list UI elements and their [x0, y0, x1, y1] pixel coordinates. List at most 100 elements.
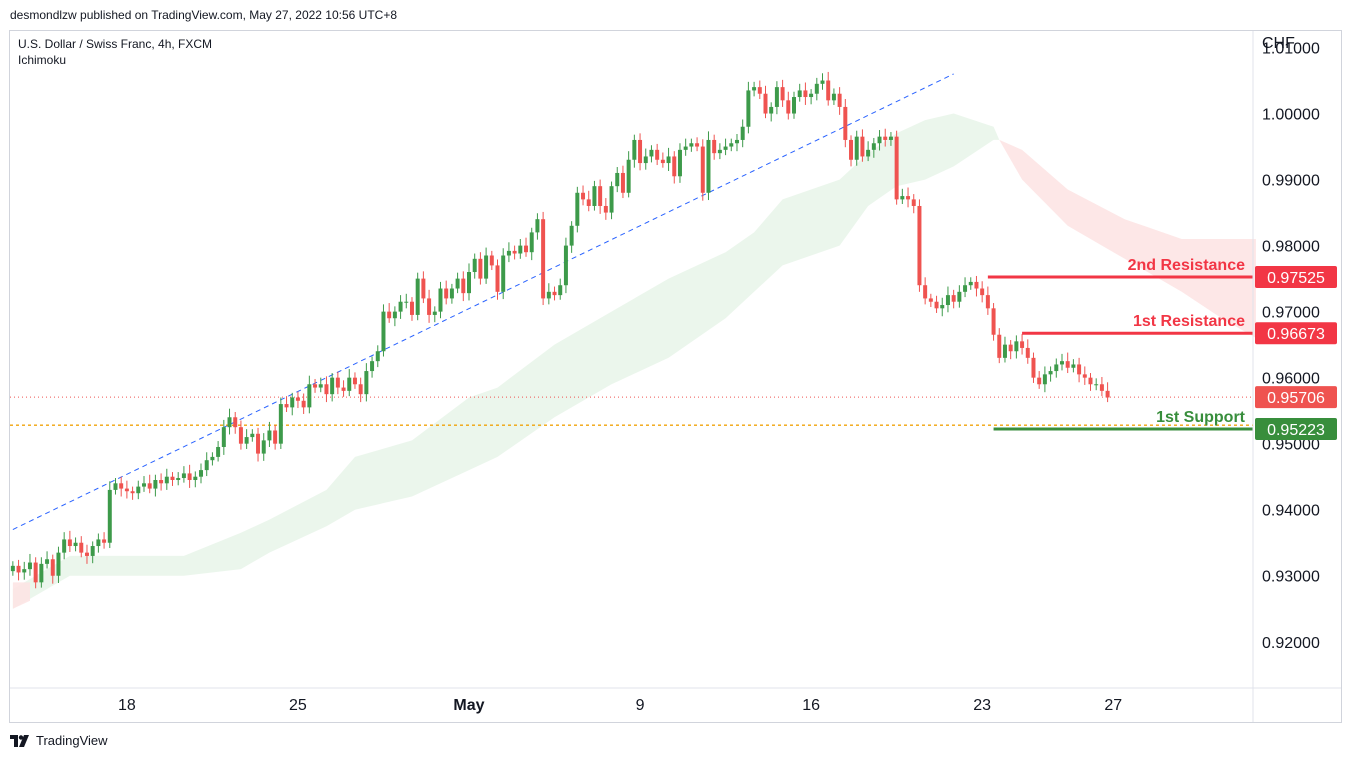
candle-body — [552, 291, 557, 296]
candle-body — [398, 301, 403, 312]
candle-body — [717, 149, 722, 154]
candle-body — [404, 301, 409, 303]
trendline-group — [12, 73, 954, 530]
candle-body — [849, 139, 854, 160]
candle-body — [39, 563, 44, 583]
candle-body — [1037, 377, 1042, 385]
symbol-legend: U.S. Dollar / Swiss Franc, 4h, FXCM — [18, 37, 212, 51]
candle-body — [387, 311, 392, 319]
level-price-tag: 0.95223 — [1267, 422, 1325, 439]
candle-body — [335, 377, 340, 388]
candle-body — [449, 288, 454, 299]
candle-body — [313, 384, 318, 388]
time-tick-label: May — [453, 697, 484, 714]
candle-body — [963, 285, 968, 292]
candle-body — [1094, 384, 1099, 386]
candle-body — [734, 139, 739, 144]
candle-body — [33, 562, 38, 583]
candle-body — [67, 539, 72, 547]
candle-body — [204, 460, 209, 471]
time-tick-label: 9 — [636, 697, 645, 714]
candle-body — [660, 159, 665, 164]
candle-body — [256, 433, 261, 454]
candle-body — [632, 139, 637, 160]
candle-body — [866, 149, 871, 157]
candle-body — [968, 281, 973, 286]
candle-body — [16, 565, 21, 573]
candle-body — [1020, 341, 1025, 348]
price-tick-label: 0.95000 — [1262, 437, 1320, 454]
candle-body — [370, 361, 375, 372]
candle-body — [216, 446, 221, 457]
candle-body — [997, 334, 1002, 358]
candle-body — [512, 250, 517, 254]
candle-body — [809, 93, 814, 98]
candle-body — [649, 149, 654, 157]
candle-body — [609, 186, 614, 213]
candle-body — [877, 136, 882, 144]
candle-body — [757, 87, 762, 94]
candle-body — [124, 488, 129, 492]
cloud-bearish — [999, 139, 1256, 338]
time-tick-label: 27 — [1104, 697, 1122, 714]
trendline[interactable] — [12, 73, 954, 530]
candle-body — [563, 245, 568, 286]
candle-body — [945, 295, 950, 306]
level-price-tag-bg — [1255, 417, 1337, 440]
level-price-tag: 0.96673 — [1267, 326, 1325, 343]
candle-body — [221, 427, 226, 447]
candle-body — [358, 384, 363, 395]
candle-body — [1059, 361, 1064, 365]
candle-body — [233, 417, 238, 428]
candle-body — [786, 100, 791, 114]
candle-body — [666, 156, 671, 164]
candle-body — [290, 397, 295, 408]
candle-body — [723, 146, 728, 150]
candle-body — [455, 278, 460, 289]
candle-body — [980, 288, 985, 296]
footer-brand-label: TradingView — [36, 733, 108, 748]
level-label: 2nd Resistance — [1128, 257, 1245, 274]
price-tick-label: 1.00000 — [1262, 107, 1320, 124]
candle-body — [22, 569, 27, 573]
candle-body — [689, 143, 694, 147]
candle-body — [461, 278, 466, 294]
candle-body — [695, 143, 700, 147]
candle-body — [307, 384, 312, 408]
candle-body — [495, 265, 500, 292]
candle-body — [164, 476, 169, 484]
candle-body — [1048, 371, 1053, 375]
price-tick-label: 0.94000 — [1262, 503, 1320, 520]
candle-body — [301, 400, 306, 408]
candle-body — [746, 90, 751, 127]
candle-body — [871, 143, 876, 150]
price-tick-label: 0.92000 — [1262, 635, 1320, 652]
candle-body — [923, 285, 928, 299]
candle-body — [763, 93, 768, 114]
candle-body — [837, 93, 842, 107]
candle-body — [153, 480, 158, 489]
candle-body — [1071, 364, 1076, 368]
candle-body — [638, 139, 643, 164]
candle-body — [324, 384, 329, 395]
candle-body — [774, 87, 779, 107]
candle-body — [1082, 374, 1087, 378]
candle-body — [883, 136, 888, 140]
candle-body — [620, 172, 625, 193]
candle-body — [683, 146, 688, 150]
footer-brand[interactable]: TradingView — [10, 733, 108, 748]
candle-body — [592, 186, 597, 206]
last-price-tag: 0.95706 — [1267, 390, 1325, 407]
price-tick-label: 0.99000 — [1262, 173, 1320, 190]
candle-body — [113, 483, 118, 490]
price-tick-label: 0.98000 — [1262, 239, 1320, 256]
price-tick-label: 0.96000 — [1262, 371, 1320, 388]
candle-body — [1088, 377, 1093, 385]
candle-body — [1077, 364, 1082, 375]
price-tick-label: 0.93000 — [1262, 569, 1320, 586]
candle-body — [860, 136, 865, 157]
last-price-tag-bg — [1255, 386, 1337, 409]
candle-body — [529, 232, 534, 253]
candle-body — [928, 298, 933, 302]
